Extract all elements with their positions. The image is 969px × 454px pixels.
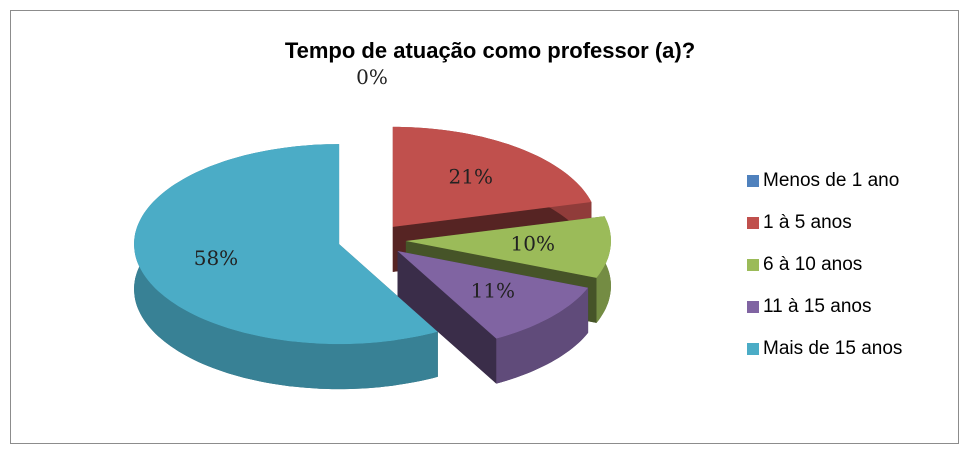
legend-swatch — [747, 175, 759, 187]
chart-title: Tempo de atuação como professor (a)? — [285, 38, 695, 63]
legend-label: 1 à 5 anos — [763, 212, 852, 233]
legend-label: Menos de 1 ano — [763, 170, 899, 191]
legend-label: Mais de 15 anos — [763, 338, 902, 359]
legend-label: 6 à 10 anos — [763, 254, 862, 275]
slice-side — [496, 287, 589, 384]
data-label: 58% — [194, 246, 238, 270]
data-label: 21% — [449, 164, 493, 188]
legend-label: 11 à 15 anos — [763, 296, 871, 317]
data-label: 11% — [471, 278, 515, 302]
pie-slice — [397, 251, 589, 384]
legend-swatch — [747, 259, 759, 271]
slice-top — [392, 126, 592, 227]
slice-wall — [397, 251, 497, 384]
data-label: 10% — [511, 231, 555, 255]
legend-swatch — [747, 343, 759, 355]
legend-swatch — [747, 217, 759, 229]
slice-top — [405, 216, 611, 278]
pie-slice — [134, 144, 438, 390]
slice-top — [134, 144, 438, 345]
slice-top — [397, 251, 589, 339]
legend-swatch — [747, 301, 759, 313]
data-label: 0% — [356, 65, 388, 89]
